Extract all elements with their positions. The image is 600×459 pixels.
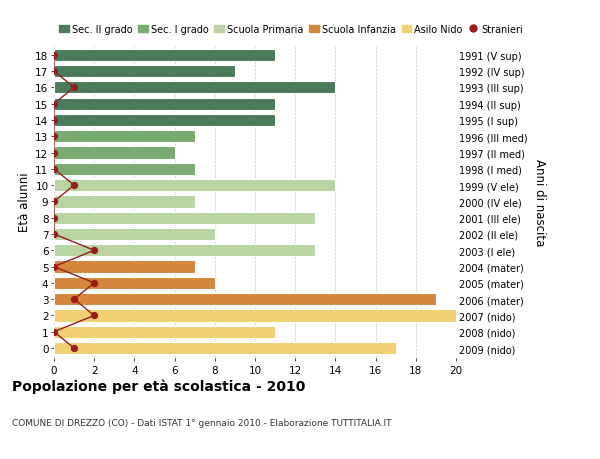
Point (49, 117, 59, 124)
Bar (54, 196, 195, 208)
Point (49, 150, 59, 157)
Bar (54, 98, 275, 111)
Bar (54, 342, 396, 354)
Bar (54, 212, 316, 224)
Point (70, 296, 79, 303)
Bar (54, 293, 436, 306)
Bar (54, 277, 215, 289)
Bar (54, 50, 275, 62)
Point (49, 166, 59, 173)
Point (49, 328, 59, 336)
Point (89, 247, 99, 254)
Bar (54, 82, 335, 94)
Bar (54, 163, 195, 175)
Bar (54, 115, 275, 127)
Point (49, 231, 59, 238)
Point (49, 198, 59, 206)
Bar (54, 245, 316, 257)
Point (49, 52, 59, 59)
Point (49, 68, 59, 76)
Point (89, 312, 99, 319)
Text: Popolazione per età scolastica - 2010: Popolazione per età scolastica - 2010 (12, 379, 305, 393)
Bar (54, 131, 195, 143)
Text: COMUNE DI DREZZO (CO) - Dati ISTAT 1° gennaio 2010 - Elaborazione TUTTITALIA.IT: COMUNE DI DREZZO (CO) - Dati ISTAT 1° ge… (12, 418, 392, 427)
Bar (54, 229, 215, 241)
Bar (54, 261, 195, 273)
Point (70, 345, 79, 352)
Point (49, 101, 59, 108)
Point (49, 214, 59, 222)
Y-axis label: Anni di nascita: Anni di nascita (533, 158, 546, 246)
Bar (54, 147, 175, 159)
Bar (54, 310, 456, 322)
Point (49, 263, 59, 271)
Point (70, 182, 79, 190)
Legend: Sec. II grado, Sec. I grado, Scuola Primaria, Scuola Infanzia, Asilo Nido, Stran: Sec. II grado, Sec. I grado, Scuola Prim… (59, 25, 523, 35)
Y-axis label: Età alunni: Età alunni (18, 172, 31, 232)
Bar (54, 66, 235, 78)
Point (70, 84, 79, 92)
Point (49, 133, 59, 140)
Bar (54, 179, 335, 192)
Bar (54, 326, 275, 338)
Point (89, 280, 99, 287)
